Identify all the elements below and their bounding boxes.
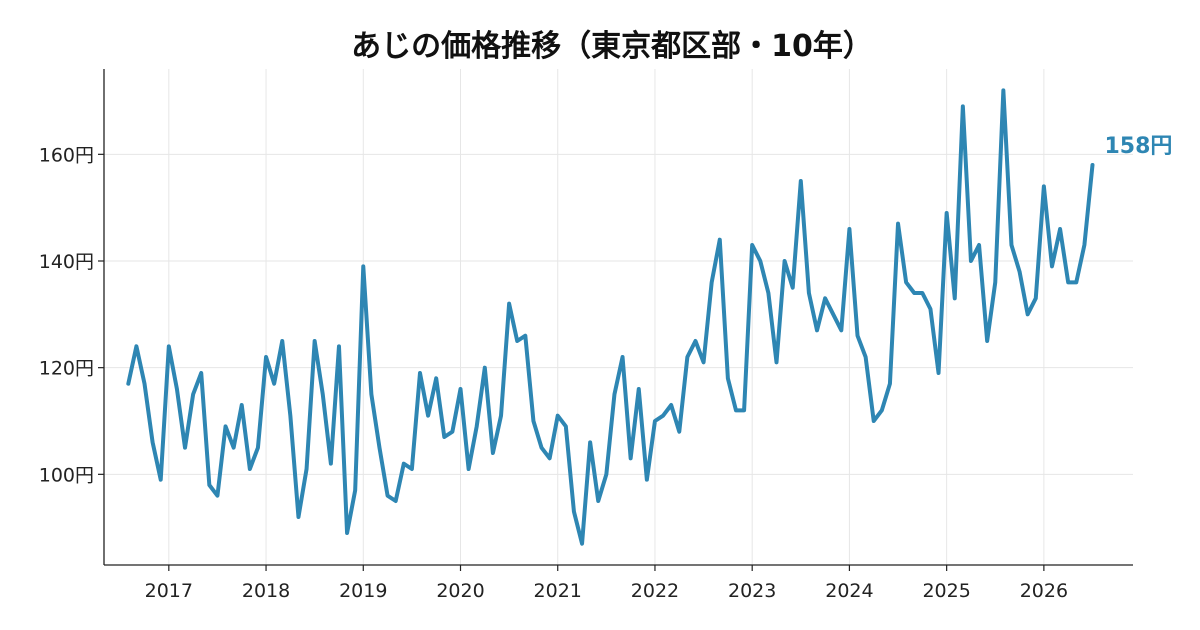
y-tick-label: 160円 — [39, 144, 94, 166]
grid — [104, 69, 1133, 565]
x-tick-label: 2024 — [825, 580, 873, 602]
price-line — [126, 88, 1095, 546]
chart-title: あじの価格推移（東京都区部・10年） — [351, 29, 873, 64]
series — [126, 88, 1095, 546]
x-tick-label: 2017 — [145, 580, 193, 602]
x-tick-label: 2026 — [1020, 580, 1068, 602]
x-tick-label: 2022 — [631, 580, 679, 602]
axes: 2017 2018 2019 2020 2021 2022 2023 2024 2025 2026… — [39, 69, 1133, 602]
x-tick-label: 2018 — [242, 580, 290, 602]
x-tick-label: 2019 — [339, 580, 387, 602]
y-tick-label: 100円 — [39, 464, 94, 486]
end-value-label: 158円 — [1105, 134, 1173, 159]
y-tick-label: 120円 — [39, 358, 94, 380]
x-tick-label: 2025 — [922, 580, 970, 602]
x-tick-label: 2023 — [728, 580, 776, 602]
x-tick-label: 2020 — [436, 580, 484, 602]
x-tick-label: 2021 — [534, 580, 582, 602]
y-tick-label: 140円 — [39, 251, 94, 273]
